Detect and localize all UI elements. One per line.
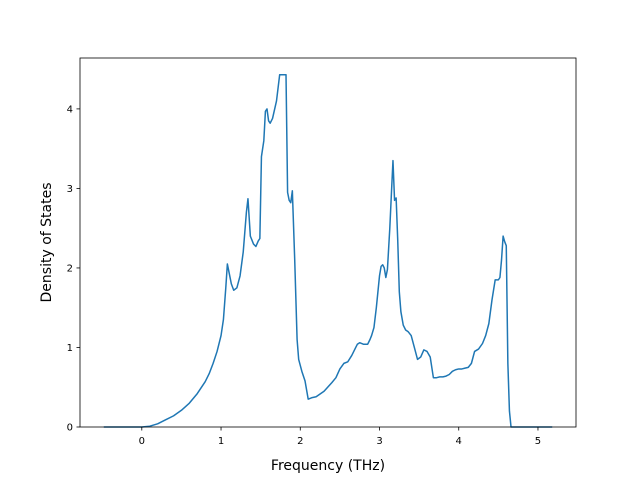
x-axis: 0 1 2 3 4 5: [139, 427, 541, 447]
x-tick-label: 5: [535, 436, 541, 447]
x-tick-label: 4: [456, 436, 462, 447]
x-tick-label: 0: [139, 436, 145, 447]
y-tick-label: 0: [67, 423, 73, 434]
x-tick-label: 2: [297, 436, 303, 447]
data-layer: [103, 73, 553, 428]
axes-frame: [79, 57, 577, 428]
series-line-0: [103, 73, 553, 428]
x-axis-label: Frequency (THz): [271, 458, 385, 474]
y-tick-label: 1: [67, 343, 73, 354]
y-axis-label: Density of States: [39, 183, 55, 303]
y-tick-label: 2: [67, 263, 73, 274]
plot-area: 0 1 2 3 4 5 0 1 2 3 4: [67, 57, 577, 447]
x-tick-label: 3: [376, 436, 382, 447]
y-tick-label: 4: [67, 104, 73, 115]
y-axis: 0 1 2 3 4: [67, 104, 80, 434]
x-tick-label: 1: [218, 436, 224, 447]
y-tick-label: 3: [67, 184, 73, 195]
